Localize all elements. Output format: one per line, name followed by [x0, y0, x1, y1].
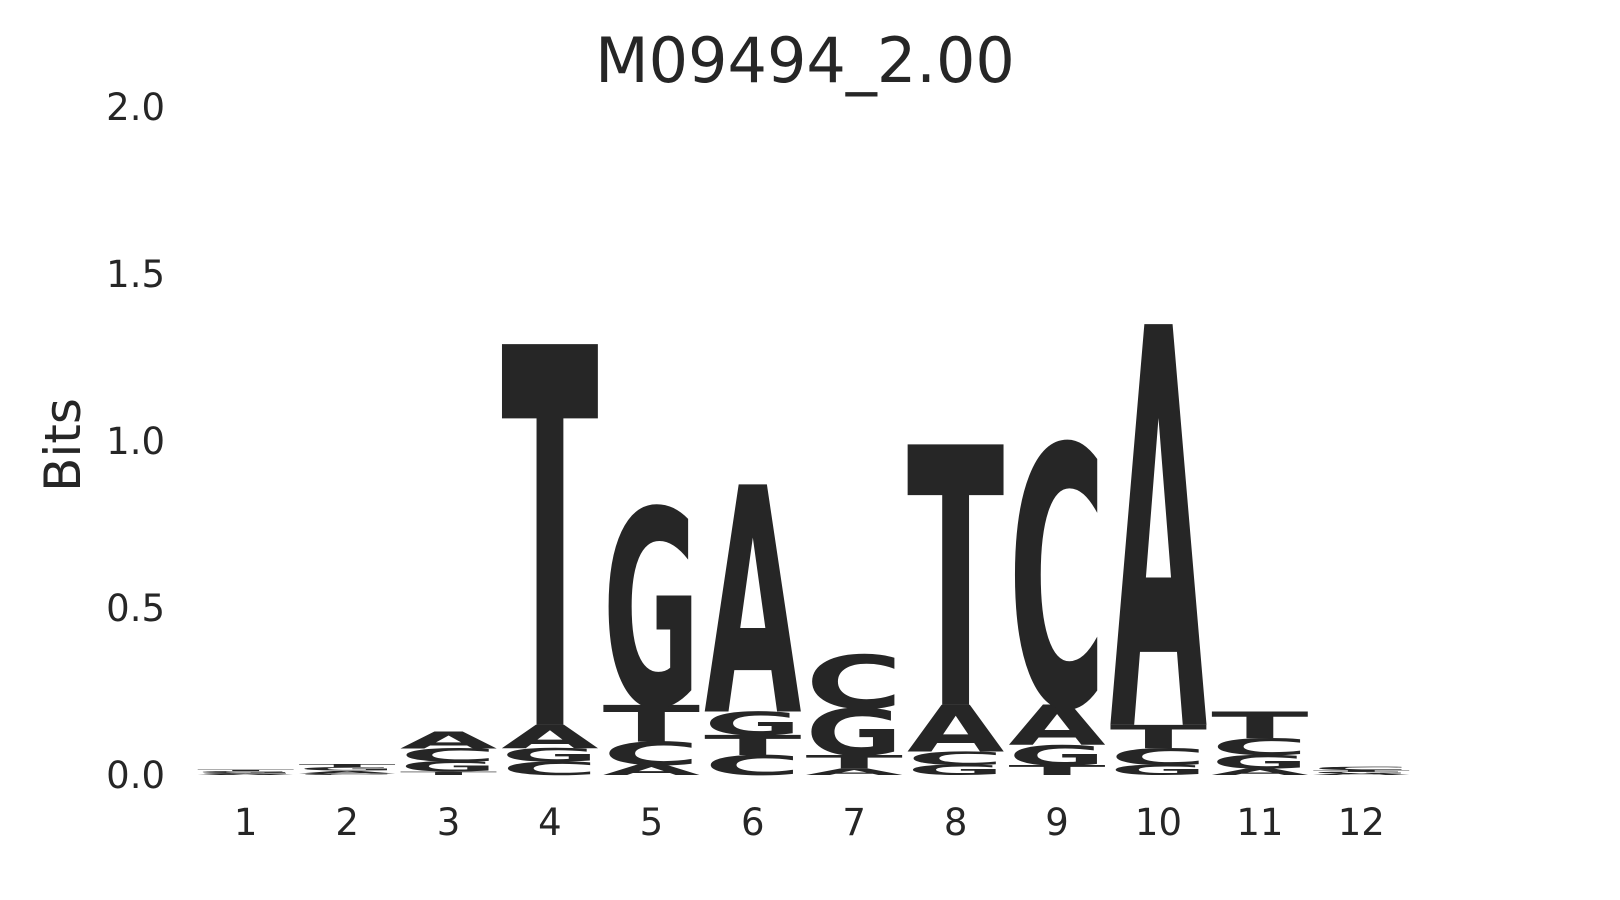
logo-letter: G: [501, 745, 598, 766]
logo-letter: T: [1110, 718, 1208, 756]
logo-letter: C: [603, 735, 700, 773]
logo-letter: C: [806, 640, 903, 725]
logo-letter: A: [704, 422, 801, 786]
logo-letter: G: [1211, 751, 1308, 772]
logo-letter: A: [501, 718, 599, 756]
x-tick-label: 9: [1045, 801, 1069, 844]
logo-letter: T: [1211, 704, 1308, 747]
logo-letter: G: [1110, 762, 1207, 778]
logo-letter: G: [704, 705, 801, 743]
logo-letter: A: [197, 774, 295, 776]
logo-letter: C: [704, 750, 801, 782]
logo-letter: C: [197, 773, 294, 775]
logo-letter: G: [197, 771, 294, 774]
logo-letter: G: [907, 762, 1004, 778]
logo-letter: G: [603, 456, 700, 770]
logo-letter: A: [603, 762, 700, 778]
logo-letter: G: [1008, 740, 1105, 772]
x-tick-label: 8: [944, 801, 968, 844]
logo-letter: T: [704, 730, 801, 762]
x-tick-label: 3: [437, 801, 461, 844]
y-tick-label: 0.0: [106, 754, 165, 797]
x-tick-label: 11: [1236, 801, 1283, 844]
y-axis-label: Bits: [34, 398, 92, 492]
logo-letter: G: [806, 695, 903, 770]
logo-letter: T: [298, 763, 395, 768]
x-tick-label: 4: [538, 801, 562, 844]
logo-letter: C: [1211, 734, 1308, 761]
logo-letter: T: [806, 751, 903, 772]
logo-letter: A: [806, 766, 903, 777]
x-tick-label: 5: [640, 801, 664, 844]
x-tick-label: 2: [335, 801, 359, 844]
logo-letter: T: [1008, 762, 1106, 778]
logo-letter: A: [1110, 216, 1208, 856]
logo-letter: C: [1313, 766, 1410, 771]
logo-letter: C: [501, 758, 598, 779]
logo-letter: A: [1211, 766, 1308, 777]
logo-letter: C: [298, 773, 395, 776]
x-tick-label: 12: [1338, 801, 1385, 844]
logo-letter: C: [400, 745, 497, 766]
logo-letter: T: [1313, 770, 1410, 773]
logo-letter: G: [400, 759, 497, 775]
logo-letter: A: [298, 770, 396, 774]
logo-letter: A: [400, 727, 497, 754]
logo-letter: T: [501, 240, 599, 848]
x-tick-label: 10: [1135, 801, 1182, 844]
y-tick-label: 0.5: [106, 587, 165, 630]
logo-letter: G: [1313, 771, 1410, 774]
logo-letter: C: [1110, 744, 1207, 771]
y-tick-label: 1.0: [106, 420, 165, 463]
logo-letter: T: [400, 771, 497, 776]
logo-letter: T: [603, 695, 700, 754]
logo-letter: C: [907, 748, 1004, 769]
x-tick-label: 6: [741, 801, 765, 844]
logo-letter: T: [197, 769, 294, 772]
logo-letter: A: [907, 692, 1004, 767]
logo-letter: G: [298, 766, 395, 771]
logo-letter: A: [1008, 695, 1106, 759]
y-tick-label: 2.0: [106, 86, 165, 129]
y-tick-label: 1.5: [106, 253, 165, 296]
logo-letter: C: [1008, 373, 1105, 790]
logo-letter: A: [1313, 773, 1411, 776]
x-tick-label: 7: [842, 801, 866, 844]
x-tick-label: 1: [234, 801, 258, 844]
chart-title: M09494_2.00: [595, 24, 1015, 97]
logo-letter: T: [907, 373, 1005, 790]
